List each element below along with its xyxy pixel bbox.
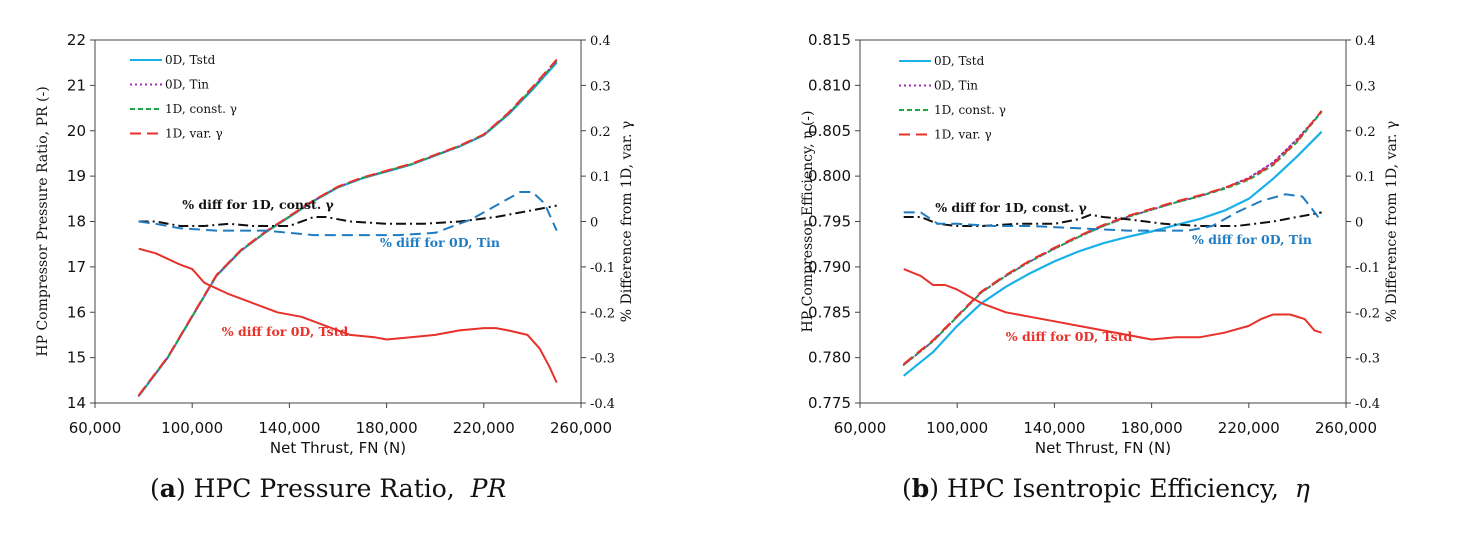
chart-b-y2-tick-label: -0.1 — [1355, 261, 1380, 276]
chart-b-annotation: % diff for 1D, const. γ — [935, 200, 1087, 215]
caption-a: (a) HPC Pressure Ratio, PR — [150, 474, 507, 503]
chart-a-x-tick-label: 260,000 — [550, 419, 612, 437]
chart-b-x-axis-title: Net Thrust, FN (N) — [1035, 439, 1171, 457]
chart-a-y-tick-label: 16 — [67, 303, 86, 321]
chart-a-x-tick-label: 220,000 — [453, 419, 515, 437]
chart-a-series-line — [137, 58, 558, 396]
chart-a-y2-axis-title: % Difference from 1D, var. γ — [619, 121, 635, 323]
chart-b-y-tick-label: 0.780 — [808, 349, 851, 367]
chart-a-x-tick-label: 60,000 — [69, 419, 122, 437]
chart-a-legend-label: 0D, Tstd — [165, 53, 216, 67]
chart-a-y2-tick-label: -0.2 — [590, 306, 615, 321]
caption-b: (b) HPC Isentropic Efficiency, η — [902, 474, 1310, 503]
chart-b-y-tick-label: 0.795 — [808, 213, 851, 231]
caption-a-text: HPC Pressure Ratio, — [193, 474, 455, 503]
chart-b-x-tick-label: 180,000 — [1121, 419, 1183, 437]
chart-b-series-line — [903, 211, 1322, 227]
chart-panel-b: 60,000 100,000 140,000 180,000 220,000 260,00… — [732, 0, 1463, 544]
chart-a-y-axis-title: HP Compressor Pressure Ratio, PR (-) — [35, 86, 51, 356]
chart-b-y-tick-label: 0.790 — [808, 258, 851, 276]
chart-b-series-line — [903, 268, 1323, 341]
chart-a-annotation: % diff for 0D, Tin — [380, 235, 500, 250]
chart-a-x-tick-label: 140,000 — [258, 419, 320, 437]
chart-a-y2-tick-label: -0.4 — [590, 397, 615, 412]
chart-a-legend-label: 0D, Tin — [165, 78, 209, 92]
chart-b-y-tick-label: 0.805 — [808, 122, 851, 140]
chart-b-x-tick-label: 140,000 — [1023, 419, 1085, 437]
chart-b-series-line — [903, 130, 1323, 377]
chart-b-y-tick-label: 0.800 — [808, 167, 851, 185]
chart-b-svg: 60,000 100,000 140,000 180,000 220,000 260,00… — [800, 31, 1400, 457]
chart-b-y2-tick-label: 0.4 — [1355, 34, 1376, 49]
chart-a-y2-tick-label: 0.3 — [590, 79, 611, 94]
chart-a-y-tick-label: 20 — [67, 122, 86, 140]
chart-a-plot-frame — [94, 39, 582, 404]
chart-b-y2-tick-label: -0.2 — [1355, 306, 1380, 321]
chart-a-series-line — [138, 247, 558, 384]
chart-b-y2-tick-label: 0.1 — [1355, 170, 1376, 185]
chart-a-annotation: % diff for 0D, Tstd — [222, 324, 349, 339]
chart-b-y2-tick-label: -0.4 — [1355, 397, 1380, 412]
chart-b-y-tick-label: 0.815 — [808, 31, 851, 49]
chart-b-y-axis-title: HP Compressor Efficiency, η (-) — [800, 111, 816, 333]
chart-b-plot-frame — [859, 39, 1347, 404]
chart-b-y2-tick-label: 0.3 — [1355, 79, 1376, 94]
chart-a-y2-tick-label: 0.2 — [590, 125, 611, 140]
chart-b-y2-tick-label: 0 — [1355, 216, 1363, 231]
chart-a-x-tick-label: 180,000 — [356, 419, 418, 437]
caption-b-text: HPC Isentropic Efficiency, — [946, 474, 1279, 503]
chart-b-x-tick-label: 100,000 — [926, 419, 988, 437]
chart-b-legend-label: 1D, var. γ — [934, 128, 992, 142]
chart-a-legend-label: 1D, const. γ — [165, 102, 237, 116]
chart-a-y-tick-label: 21 — [67, 76, 86, 94]
caption-b-label: b — [911, 474, 930, 503]
chart-a-annotation: % diff for 1D, const. γ — [182, 197, 334, 212]
chart-a-y2-tick-label: 0.4 — [590, 34, 611, 49]
chart-a-y-tick-label: 19 — [67, 167, 86, 185]
chart-a-y-tick-label: 14 — [67, 394, 86, 412]
chart-a-y-tick-label: 15 — [67, 349, 86, 367]
caption-b-symbol: η — [1294, 474, 1310, 503]
chart-b-y2-tick-label: 0.2 — [1355, 125, 1376, 140]
caption-a-symbol: PR — [470, 474, 507, 503]
chart-b-y2-axis-title: % Difference from 1D, var. γ — [1384, 121, 1400, 323]
chart-b-x-tick-label: 220,000 — [1218, 419, 1280, 437]
caption-a-label: a — [159, 474, 176, 503]
chart-panel-a: 60,000 100,000 140,000 180,000 220,000 260,00… — [0, 0, 731, 544]
chart-a-y2-tick-label: -0.3 — [590, 352, 615, 367]
chart-a-x-tick-label: 100,000 — [161, 419, 223, 437]
chart-b-y-tick-label: 0.810 — [808, 76, 851, 94]
chart-b-series-line — [903, 110, 1323, 365]
chart-a-legend-label: 1D, var. γ — [165, 127, 223, 141]
chart-a-y2-tick-label: 0 — [590, 216, 598, 231]
chart-b-x-tick-label: 260,000 — [1315, 419, 1377, 437]
chart-a-y-tick-label: 18 — [67, 213, 86, 231]
chart-a-series-line — [138, 191, 558, 237]
chart-a-y2-tick-label: -0.1 — [590, 261, 615, 276]
chart-a-x-axis-title: Net Thrust, FN (N) — [270, 439, 406, 457]
chart-a-y2-tick-label: 0.1 — [590, 170, 611, 185]
chart-a-series-line — [138, 204, 557, 227]
chart-a-y-tick-label: 22 — [67, 31, 86, 49]
chart-b-y-tick-label: 0.775 — [808, 394, 851, 412]
chart-b-legend-label: 1D, const. γ — [934, 103, 1006, 117]
chart-b-y2-tick-label: -0.3 — [1355, 352, 1380, 367]
chart-b-legend-label: 0D, Tstd — [934, 54, 985, 68]
chart-b-x-tick-label: 60,000 — [834, 419, 887, 437]
chart-b-annotation: % diff for 0D, Tstd — [1006, 329, 1133, 344]
chart-b-legend-label: 0D, Tin — [934, 79, 978, 93]
chart-b-y-tick-label: 0.785 — [808, 303, 851, 321]
chart-a-y-tick-label: 17 — [67, 258, 86, 276]
chart-b-series-line — [903, 193, 1323, 232]
chart-b-annotation: % diff for 0D, Tin — [1192, 232, 1312, 247]
chart-a-svg: 60,000 100,000 140,000 180,000 220,000 260,00… — [35, 31, 635, 457]
